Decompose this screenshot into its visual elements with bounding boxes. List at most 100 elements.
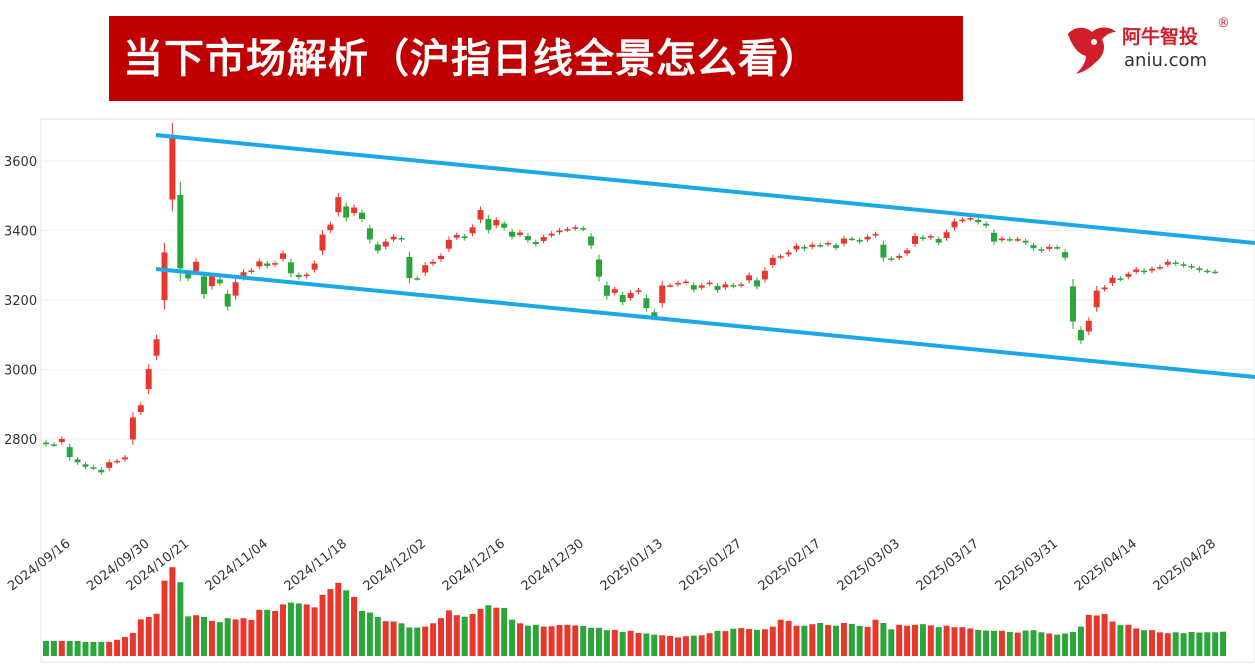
candle-body: [106, 462, 113, 468]
aniu-logo[interactable]: 阿牛智投 ® aniu.com: [1064, 16, 1244, 78]
candle-body: [398, 238, 405, 240]
volume-bar: [106, 641, 113, 656]
volume-bar: [398, 623, 405, 656]
volume-bar: [564, 624, 571, 656]
x-date-label: 2025/02/17: [756, 536, 824, 594]
volume-bar: [785, 620, 792, 656]
candle-body: [706, 282, 713, 285]
candle-body: [1046, 246, 1053, 249]
candle-body: [295, 274, 302, 278]
candle-body: [145, 369, 152, 390]
candle-body: [580, 228, 587, 230]
volume-bar: [161, 580, 168, 656]
candle-body: [319, 234, 326, 251]
volume-bar: [414, 627, 421, 656]
candle-body: [769, 257, 776, 266]
volume-bar: [1093, 615, 1100, 656]
volume-bar: [216, 622, 223, 656]
volume-bar: [303, 604, 310, 656]
volume-bar: [1188, 632, 1195, 656]
volume-bar: [1109, 621, 1116, 656]
volume-bar: [603, 630, 610, 656]
candle-body: [438, 255, 444, 260]
candle-body: [524, 236, 531, 241]
candle-body: [1180, 264, 1187, 266]
volume-bar: [532, 624, 539, 656]
candle-body: [82, 464, 89, 467]
volume-bar: [983, 630, 990, 656]
volume-bar: [556, 625, 563, 656]
volume-bar: [801, 625, 808, 656]
volume-bar: [153, 613, 160, 656]
candle-body: [588, 236, 595, 246]
volume-bar: [343, 590, 350, 656]
volume-bar: [517, 623, 523, 656]
volume-bar: [390, 621, 397, 656]
volume-bar: [509, 619, 516, 656]
volume-bar: [817, 623, 824, 656]
candle-body: [991, 232, 997, 242]
candle-body: [643, 298, 650, 308]
candle-body: [74, 459, 81, 463]
candle-body: [1093, 290, 1100, 308]
volume-bar: [1117, 625, 1124, 656]
candle-body: [1109, 277, 1116, 284]
volume-bar: [477, 608, 484, 656]
candle-body: [343, 206, 350, 218]
volume-bar: [1085, 614, 1092, 656]
candle-body: [430, 261, 437, 264]
volume-bar: [461, 616, 468, 656]
volume-bar: [382, 621, 389, 656]
candle-body: [935, 239, 942, 243]
volume-bar: [904, 625, 911, 656]
candle-body: [856, 240, 863, 242]
candle-body: [738, 284, 745, 286]
candle-body: [572, 227, 579, 229]
volume-bar: [1141, 630, 1148, 656]
volume-bar: [177, 582, 184, 656]
volume-bar: [248, 620, 255, 656]
volume-bar: [588, 627, 595, 656]
candle-body: [888, 258, 895, 260]
candle-body: [880, 244, 887, 258]
volume-bar: [943, 625, 950, 656]
channel-upper-line: [155, 133, 1255, 245]
candle-body: [517, 232, 523, 235]
candle-body: [201, 276, 207, 295]
candle-body: [1030, 245, 1037, 249]
candle-body: [603, 285, 610, 296]
volume-bar: [327, 589, 334, 656]
volume-bar: [264, 609, 271, 656]
candle-body: [216, 279, 223, 284]
candle-body: [659, 285, 666, 303]
volume-bar: [493, 607, 500, 656]
candle-body: [564, 229, 571, 231]
candle-body: [153, 339, 160, 356]
candle-body: [548, 233, 555, 236]
x-date-label: 2025/03/03: [835, 536, 903, 594]
candle-body: [896, 255, 903, 258]
candle-body: [224, 293, 231, 307]
candle-body: [793, 245, 800, 250]
volume-bar: [50, 641, 57, 656]
candle-body: [912, 236, 918, 244]
volume-bar: [675, 637, 681, 656]
volume-bar: [793, 625, 800, 656]
candle-body: [919, 237, 926, 239]
volume-bar: [287, 602, 294, 656]
volume-bar: [1133, 628, 1140, 656]
volume-bar: [761, 629, 768, 656]
volume-bar: [769, 626, 776, 656]
volume-bar: [611, 629, 618, 656]
volume-bar: [232, 619, 239, 656]
volume-bar: [690, 635, 697, 656]
volume-bar: [730, 628, 737, 656]
title-banner: 当下市场解析（沪指日线全景怎么看）: [109, 16, 963, 101]
volume-bar: [66, 641, 73, 656]
candle-body: [390, 236, 397, 240]
candle-body: [1196, 268, 1203, 271]
candle-body: [137, 405, 144, 412]
volume-bar: [485, 605, 492, 656]
candle-body: [177, 194, 184, 269]
